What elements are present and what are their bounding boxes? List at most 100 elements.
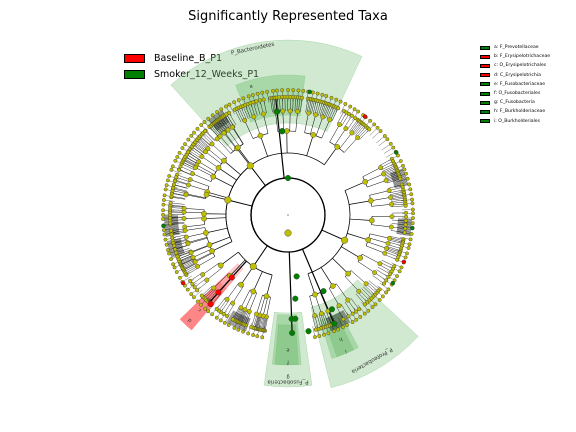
tree-node xyxy=(324,94,329,98)
branch xyxy=(393,180,408,185)
tree-node xyxy=(327,117,333,123)
branch xyxy=(250,103,256,117)
tree-node xyxy=(312,291,318,298)
branch xyxy=(381,163,395,170)
tree-node xyxy=(343,126,349,131)
tree-node xyxy=(315,91,320,96)
tree-node xyxy=(382,250,388,256)
branch xyxy=(314,100,319,115)
branch xyxy=(191,146,204,156)
branch xyxy=(368,280,380,290)
tree-node xyxy=(345,297,351,303)
tree-node xyxy=(238,281,244,288)
clade-arc xyxy=(225,152,325,238)
branch xyxy=(204,130,215,142)
branch xyxy=(312,100,317,115)
branch xyxy=(266,297,271,317)
legend-item-baseline: Baseline_B_P1 xyxy=(124,50,259,66)
branch xyxy=(343,137,358,153)
tree-node xyxy=(214,315,219,320)
legend-label-smoker: Smoker_12_Weeks_P1 xyxy=(154,68,260,80)
branch xyxy=(336,313,343,327)
tree-node xyxy=(209,248,215,254)
tree-node xyxy=(195,299,200,304)
branch xyxy=(185,194,206,199)
branch xyxy=(370,197,391,202)
tree-node xyxy=(362,179,368,185)
branch xyxy=(231,260,247,278)
tree-node xyxy=(402,230,407,235)
tree-node xyxy=(180,146,185,150)
tree-node xyxy=(284,229,292,237)
tree-node xyxy=(373,302,378,307)
tree-node xyxy=(301,89,306,93)
branch xyxy=(247,103,253,118)
taxa-legend-item: i: O_Burkholderiales xyxy=(480,117,550,126)
tree-node xyxy=(394,150,399,155)
branch xyxy=(207,191,229,199)
branch xyxy=(318,314,324,328)
branch xyxy=(183,159,197,167)
tree-node xyxy=(161,223,166,229)
tree-node xyxy=(322,332,326,337)
tree-node xyxy=(236,98,241,103)
tree-node xyxy=(382,281,387,286)
taxa-swatch xyxy=(480,119,490,124)
branch xyxy=(252,245,268,267)
branch xyxy=(369,233,390,239)
branch xyxy=(191,146,204,155)
tree-node xyxy=(251,114,257,120)
tree-node xyxy=(410,221,415,226)
tree-node xyxy=(345,323,349,328)
tree-node xyxy=(280,88,285,93)
branch xyxy=(320,267,334,287)
branch xyxy=(328,288,340,306)
tree-node xyxy=(279,128,286,135)
branch xyxy=(198,161,217,173)
tree-node xyxy=(409,192,414,197)
tree-node xyxy=(343,102,348,106)
tree-node xyxy=(397,269,402,274)
tree-node xyxy=(291,88,296,93)
tree-node xyxy=(190,171,195,177)
tree-node xyxy=(382,134,387,138)
tree-node xyxy=(287,108,293,114)
tree-node xyxy=(385,137,390,142)
branch xyxy=(350,120,360,133)
taxa-legend-label: c: O_Erysipelotrichales xyxy=(494,63,547,69)
branch xyxy=(183,263,196,270)
branch xyxy=(344,115,353,128)
tree-node xyxy=(389,201,394,207)
branch xyxy=(187,237,208,244)
tree-node xyxy=(251,333,256,337)
tree-node xyxy=(408,237,413,242)
taxa-swatch xyxy=(480,63,490,68)
branch xyxy=(256,294,263,315)
tree-node xyxy=(398,176,403,181)
tree-node xyxy=(249,325,254,330)
tree-node xyxy=(367,197,374,204)
branch xyxy=(217,119,227,132)
branch xyxy=(290,298,293,319)
taxa-swatch xyxy=(480,82,490,87)
branch xyxy=(367,180,387,188)
tree-node xyxy=(171,185,176,190)
tree-node xyxy=(341,325,345,330)
branch xyxy=(240,289,251,308)
branch xyxy=(381,259,395,267)
tree-node xyxy=(358,315,363,319)
branch xyxy=(217,277,233,293)
branch xyxy=(220,300,230,313)
branch xyxy=(362,254,381,264)
tree-node xyxy=(381,171,386,177)
tree-node xyxy=(338,99,343,104)
branch xyxy=(278,131,283,154)
tree-node xyxy=(362,311,367,316)
branch xyxy=(330,107,337,121)
tree-node xyxy=(357,255,363,261)
taxa-legend-label: i: O_Burkholderiales xyxy=(494,118,541,124)
label-c: c xyxy=(196,306,202,312)
tree-node xyxy=(235,144,241,151)
branch xyxy=(361,288,372,299)
branch xyxy=(315,116,324,136)
